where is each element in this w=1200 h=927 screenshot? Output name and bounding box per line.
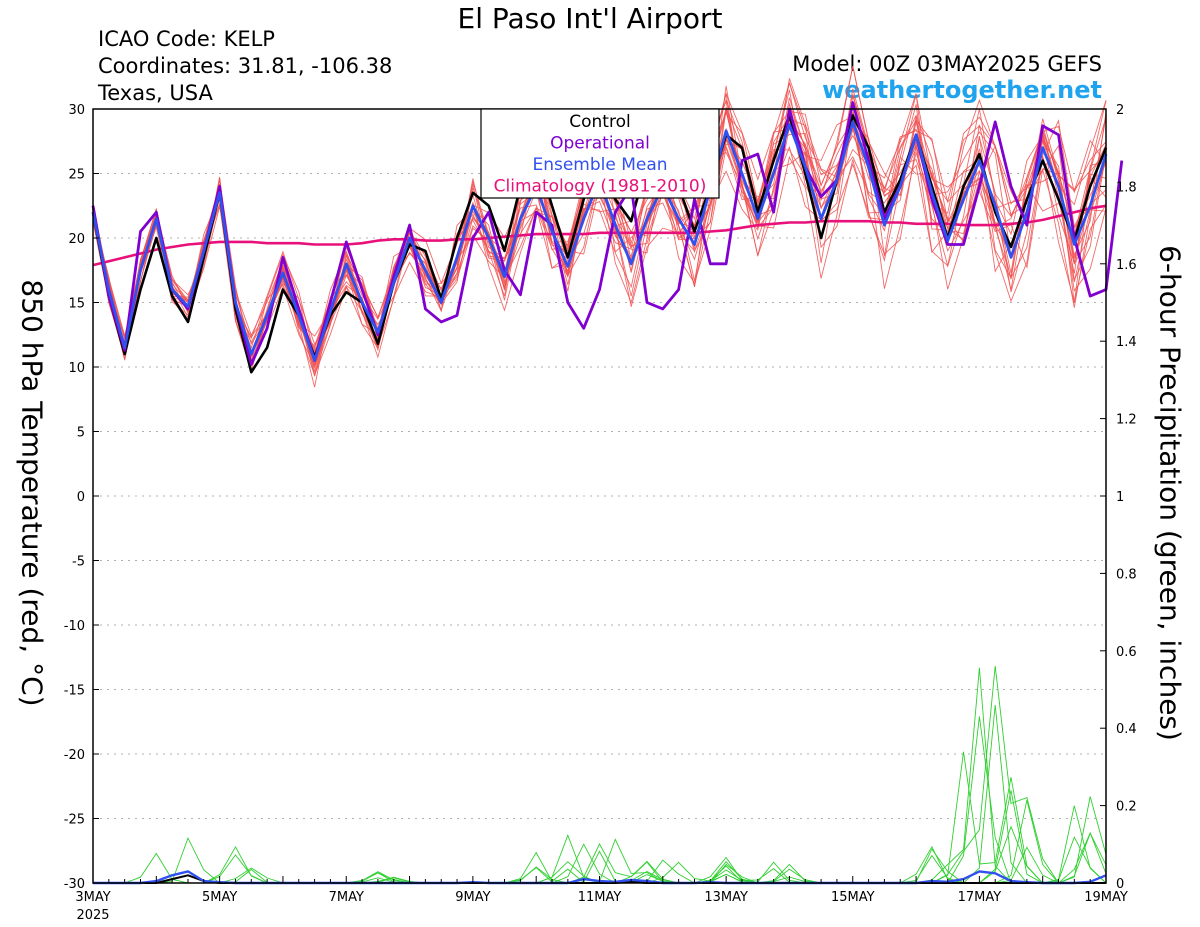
y-tick-label: 15 <box>68 297 85 312</box>
grid-lines <box>93 173 1106 819</box>
precip-member-line <box>93 665 1106 884</box>
y2-tick-label: 1.8 <box>1116 180 1137 195</box>
icao-code: ICAO Code: KELP <box>98 27 275 51</box>
y-tick-label: 5 <box>77 426 85 441</box>
x-tick-label: 5MAY <box>202 890 237 905</box>
y-tick-label: 25 <box>68 168 85 183</box>
legend-entry: Climatology (1981-2010) <box>494 177 707 197</box>
y-tick-label: -25 <box>64 813 85 828</box>
y2-tick-label: 1.2 <box>1116 413 1137 428</box>
x-tick-label: 13MAY <box>704 890 748 905</box>
y-tick-label: 0 <box>77 490 85 505</box>
x-tick-label: 9MAY <box>455 890 490 905</box>
x-tick-label: 17MAY <box>958 890 1002 905</box>
coordinates: Coordinates: 31.81, -106.38 <box>98 54 393 78</box>
y2-tick-label: 1 <box>1116 490 1124 505</box>
y2-tick-label: 2 <box>1116 103 1124 118</box>
y-tick-label: -15 <box>64 684 85 699</box>
legend-entry: Operational <box>550 134 650 154</box>
model-run: Model: 00Z 03MAY2025 GEFS <box>792 52 1102 76</box>
x-tick-label: 3MAY <box>75 890 110 905</box>
precip-members <box>93 665 1107 884</box>
x-tick-label: 19MAY <box>1084 890 1128 905</box>
legend-box <box>480 108 720 199</box>
y2-tick-label: 0.6 <box>1116 645 1137 660</box>
series-climatology-1981-2010-line <box>92 204 1107 267</box>
y2-tick-label: 0.4 <box>1116 722 1137 737</box>
y-tick-label: 10 <box>68 361 85 376</box>
precip-member-line <box>93 799 1106 884</box>
precip-member-line <box>93 790 1107 884</box>
y-tick-label: -20 <box>64 748 85 763</box>
y-tick-label: 30 <box>68 103 85 118</box>
y-tick-label: 20 <box>68 232 85 247</box>
page-title: El Paso Int'l Airport <box>457 2 723 35</box>
precip-member-line <box>93 751 1106 884</box>
y2-tick-label: 0.8 <box>1116 567 1137 582</box>
x-tick-label: 11MAY <box>578 890 622 905</box>
x-tick-label: 7MAY <box>329 890 364 905</box>
axes: 302520151050-5-10-15-20-25-3021.81.61.41… <box>64 103 1137 923</box>
y2-tick-label: 0.2 <box>1116 800 1137 815</box>
y-tick-label: -5 <box>72 555 85 570</box>
y2-tick-label: 0 <box>1116 877 1124 892</box>
legend-entry: Control <box>569 112 630 132</box>
x-tick-label: 15MAY <box>831 890 875 905</box>
y-tick-label: -30 <box>64 877 85 892</box>
x-tick-year: 2025 <box>76 908 109 923</box>
y2-tick-label: 1.4 <box>1116 335 1137 350</box>
legend-entry: Ensemble Mean <box>532 155 667 175</box>
y2-tick-label: 1.6 <box>1116 258 1137 273</box>
precip-member-line <box>93 796 1107 884</box>
location: Texas, USA <box>98 81 213 105</box>
series-operational-line <box>91 101 1124 366</box>
y-tick-label: -10 <box>64 619 85 634</box>
precip-member-line <box>93 704 1106 884</box>
brand-link[interactable]: weathertogether.net <box>822 76 1102 104</box>
